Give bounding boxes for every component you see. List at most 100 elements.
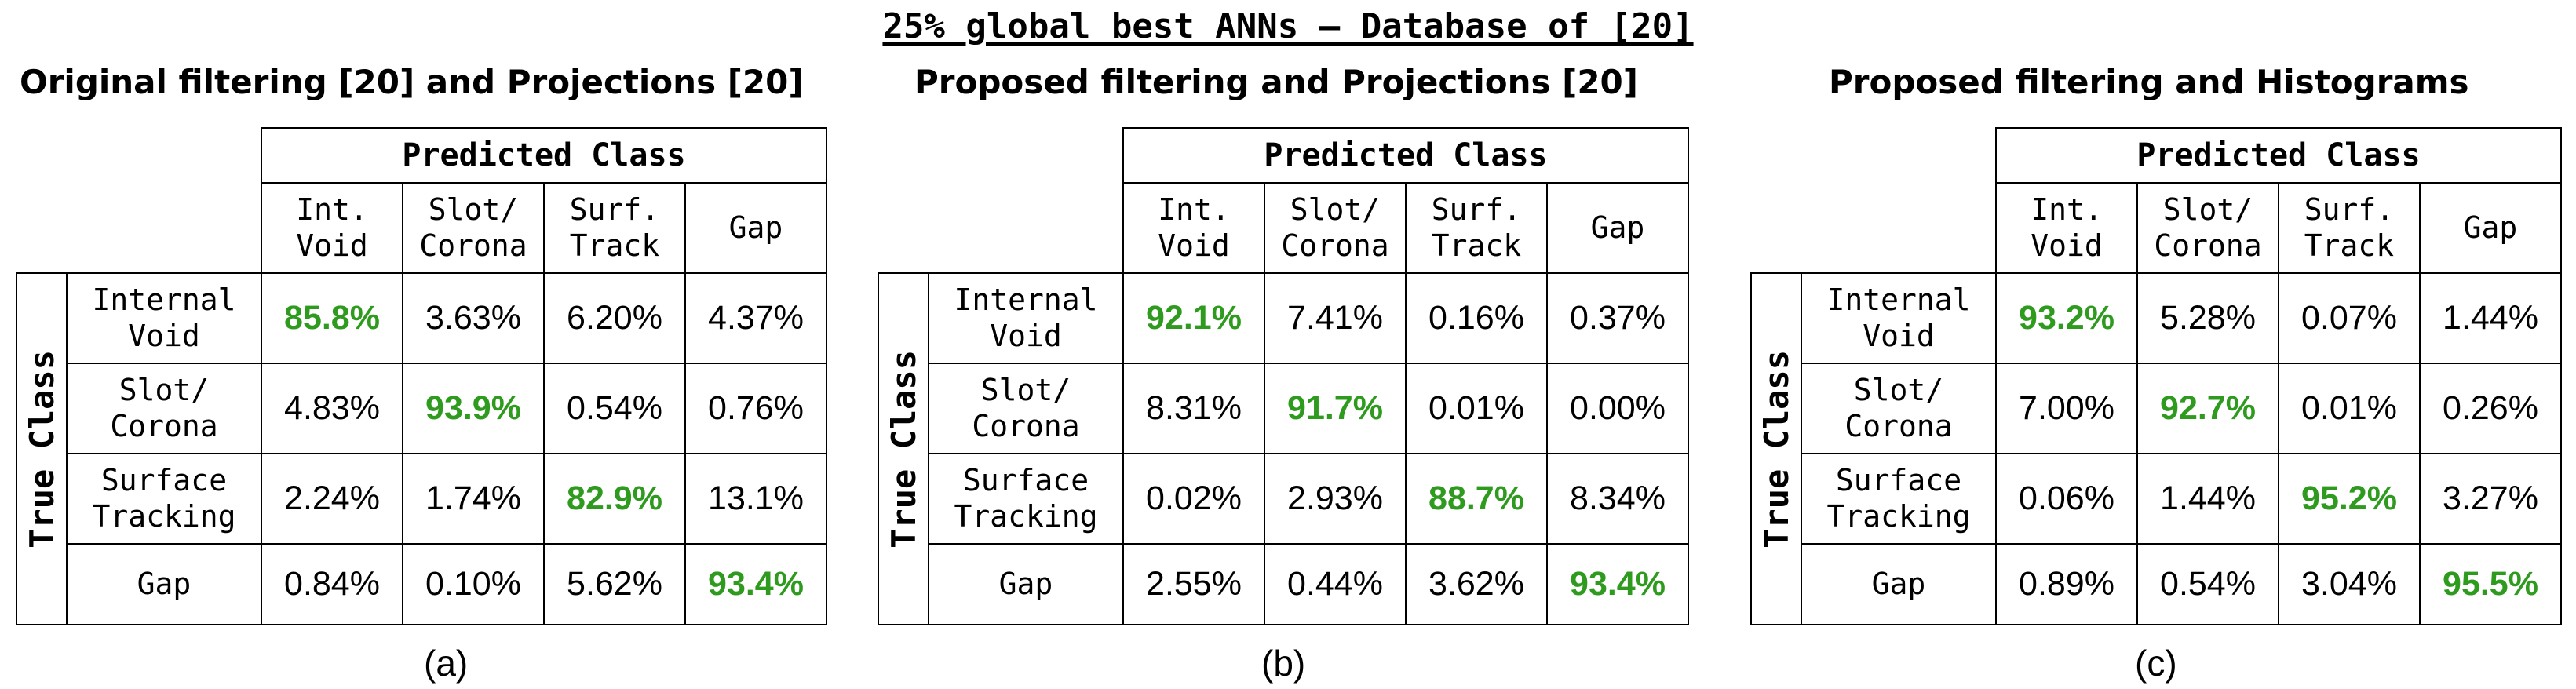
true-class-label-box: True Class: [878, 272, 929, 625]
cell-value: 0.54%: [2160, 565, 2256, 603]
cell-value: 88.7%: [1428, 479, 1524, 517]
cell-value: 95.5%: [2443, 565, 2538, 603]
row-header: Internal Void: [66, 272, 262, 364]
diagonal-cell: 93.4%: [684, 543, 827, 625]
cell-value: 85.8%: [284, 299, 380, 337]
panel-b-caption: (b): [1261, 643, 1306, 684]
cell-value: 0.37%: [1570, 299, 1666, 337]
true-class-label: True Class: [1757, 349, 1796, 549]
row-header: Gap: [928, 543, 1124, 625]
matrix-cell: 5.28%: [2136, 272, 2279, 364]
matrix-cell: 0.06%: [1995, 453, 2138, 545]
matrix-cell: 2.24%: [261, 453, 403, 545]
cell-value: 4.83%: [284, 389, 380, 427]
predicted-class-header: Predicted Class: [1122, 127, 1689, 184]
cell-value: 7.41%: [1287, 299, 1383, 337]
diagonal-cell: 88.7%: [1405, 453, 1548, 545]
row-header-label: Internal Void: [1826, 282, 1971, 353]
diagonal-cell: 93.2%: [1995, 272, 2138, 364]
row-header: Surface Tracking: [66, 453, 262, 545]
column-header: Surf. Track: [2278, 182, 2421, 274]
column-header-label: Gap: [2463, 210, 2518, 245]
cell-value: 1.44%: [2443, 299, 2538, 337]
column-header: Int. Void: [1122, 182, 1265, 274]
matrix-cell: 4.37%: [684, 272, 827, 364]
cell-value: 8.34%: [1570, 479, 1666, 517]
panel-b-title: Proposed filtering and Projections [20]: [914, 63, 1638, 101]
column-header: Slot/ Corona: [2136, 182, 2279, 274]
matrix-cell: 0.54%: [543, 363, 686, 454]
cell-value: 8.31%: [1146, 389, 1242, 427]
row-header: Slot/ Corona: [66, 363, 262, 454]
cell-value: 93.4%: [1570, 565, 1666, 603]
cell-value: 0.01%: [2301, 389, 2397, 427]
column-header: Slot/ Corona: [1264, 182, 1407, 274]
matrix-cell: 7.00%: [1995, 363, 2138, 454]
column-header-label: Int. Void: [2031, 191, 2103, 263]
matrix-cell: 0.07%: [2278, 272, 2421, 364]
cell-value: 4.37%: [708, 299, 804, 337]
row-header: Gap: [66, 543, 262, 625]
cell-value: 0.84%: [284, 565, 380, 603]
row-header: Internal Void: [1801, 272, 1997, 364]
true-class-label-box: True Class: [1750, 272, 1802, 625]
confusion-matrix-b: Predicted Class Int. Void Slot/ Corona Surf…: [878, 127, 1702, 625]
column-header-label: Surf. Track: [2304, 191, 2395, 263]
cell-value: 5.62%: [567, 565, 662, 603]
matrix-cell: 6.20%: [543, 272, 686, 364]
cell-value: 0.00%: [1570, 389, 1666, 427]
cell-value: 0.54%: [567, 389, 662, 427]
figure-title: 25% global best ANNs – Database of [20]: [882, 6, 1694, 46]
panel-a-caption: (a): [424, 643, 469, 684]
matrix-cell: 3.62%: [1405, 543, 1548, 625]
diagonal-cell: 95.5%: [2419, 543, 2562, 625]
row-header-label: Gap: [1871, 566, 1926, 601]
cell-value: 0.07%: [2301, 299, 2397, 337]
column-header-label: Gap: [728, 210, 783, 245]
column-header: Surf. Track: [1405, 182, 1548, 274]
cell-value: 0.16%: [1428, 299, 1524, 337]
matrix-cell: 3.27%: [2419, 453, 2562, 545]
cell-value: 0.01%: [1428, 389, 1524, 427]
cell-value: 2.55%: [1146, 565, 1242, 603]
matrix-cell: 8.31%: [1122, 363, 1265, 454]
matrix-cell: 0.84%: [261, 543, 403, 625]
cell-value: 95.2%: [2301, 479, 2397, 517]
row-header-label: Slot/ Corona: [110, 372, 218, 443]
matrix-cell: 0.76%: [684, 363, 827, 454]
matrix-cell: 0.01%: [1405, 363, 1548, 454]
true-class-label: True Class: [884, 349, 923, 549]
diagonal-cell: 82.9%: [543, 453, 686, 545]
column-header-label: Surf. Track: [569, 191, 660, 263]
row-header: Surface Tracking: [928, 453, 1124, 545]
diagonal-cell: 93.4%: [1546, 543, 1689, 625]
cell-value: 6.20%: [567, 299, 662, 337]
cell-value: 93.9%: [425, 389, 521, 427]
row-header-label: Slot/ Corona: [1844, 372, 1953, 443]
row-header-label: Internal Void: [954, 282, 1098, 353]
matrix-cell: 1.44%: [2136, 453, 2279, 545]
matrix-cell: 0.00%: [1546, 363, 1689, 454]
column-header-label: Slot/ Corona: [419, 191, 527, 263]
cell-value: 3.27%: [2443, 479, 2538, 517]
cell-value: 93.4%: [708, 565, 804, 603]
column-header: Gap: [684, 182, 827, 274]
column-header-label: Surf. Track: [1431, 191, 1522, 263]
diagonal-cell: 92.1%: [1122, 272, 1265, 364]
matrix-cell: 4.83%: [261, 363, 403, 454]
matrix-cell: 1.44%: [2419, 272, 2562, 364]
column-header-label: Slot/ Corona: [2154, 191, 2262, 263]
row-header: Slot/ Corona: [928, 363, 1124, 454]
row-header: Gap: [1801, 543, 1997, 625]
cell-value: 0.10%: [425, 565, 521, 603]
predicted-class-header: Predicted Class: [261, 127, 827, 184]
row-header-label: Surface Tracking: [954, 462, 1098, 534]
matrix-cell: 13.1%: [684, 453, 827, 545]
row-header-label: Gap: [998, 566, 1053, 601]
cell-value: 0.02%: [1146, 479, 1242, 517]
matrix-cell: 0.01%: [2278, 363, 2421, 454]
column-header: Gap: [2419, 182, 2562, 274]
column-header-label: Gap: [1590, 210, 1645, 245]
column-header: Int. Void: [261, 182, 403, 274]
cell-value: 5.28%: [2160, 299, 2256, 337]
